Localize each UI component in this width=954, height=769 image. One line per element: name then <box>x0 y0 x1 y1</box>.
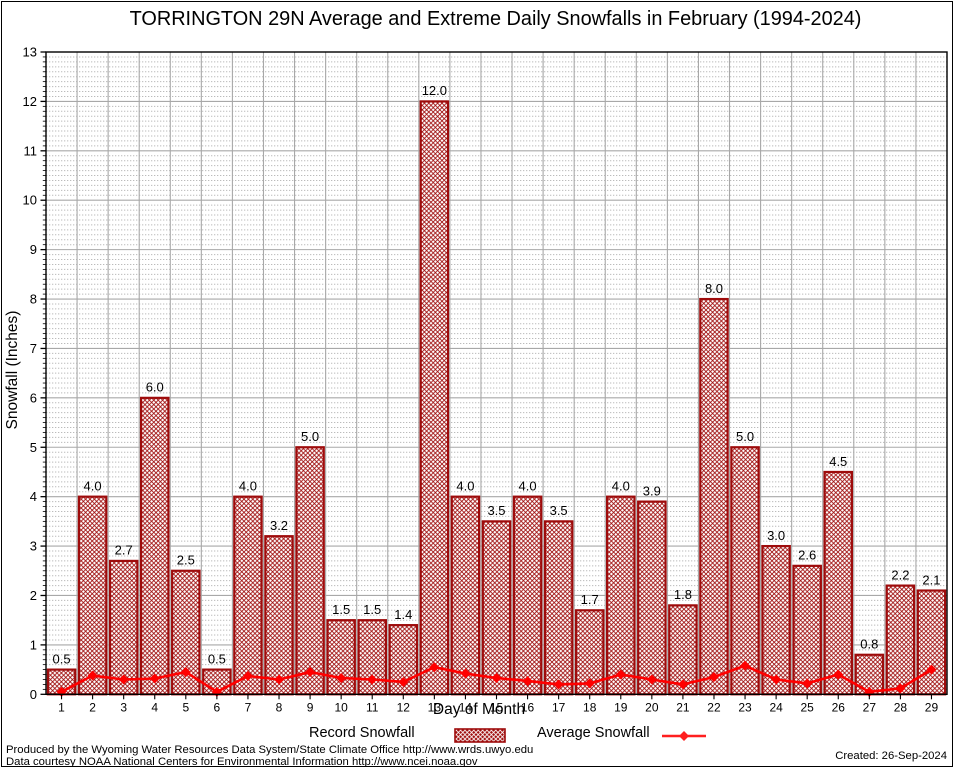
svg-text:4.0: 4.0 <box>519 478 537 493</box>
svg-text:11: 11 <box>24 143 38 158</box>
svg-text:8: 8 <box>30 292 37 307</box>
svg-text:6.0: 6.0 <box>146 380 164 395</box>
svg-text:1.4: 1.4 <box>394 607 412 622</box>
svg-text:0.5: 0.5 <box>52 651 70 666</box>
svg-text:5.0: 5.0 <box>301 429 319 444</box>
svg-text:1.5: 1.5 <box>363 602 381 617</box>
svg-text:1.5: 1.5 <box>332 602 350 617</box>
svg-text:12: 12 <box>23 94 37 109</box>
svg-text:4.0: 4.0 <box>456 478 474 493</box>
svg-text:4: 4 <box>30 489 37 504</box>
svg-text:5: 5 <box>30 440 37 455</box>
svg-text:9: 9 <box>30 242 37 257</box>
svg-text:2.1: 2.1 <box>922 572 940 587</box>
svg-text:0.8: 0.8 <box>860 637 878 652</box>
svg-text:3.2: 3.2 <box>270 518 288 533</box>
svg-text:2: 2 <box>30 588 37 603</box>
svg-text:2.6: 2.6 <box>798 548 816 563</box>
svg-text:0: 0 <box>30 687 37 702</box>
svg-text:0.5: 0.5 <box>208 651 226 666</box>
svg-text:10: 10 <box>23 193 37 208</box>
svg-text:12.0: 12.0 <box>422 83 447 98</box>
svg-text:3: 3 <box>30 539 37 554</box>
svg-text:3.9: 3.9 <box>643 483 661 498</box>
svg-text:3.5: 3.5 <box>487 503 505 518</box>
svg-text:1: 1 <box>30 637 37 652</box>
svg-text:8.0: 8.0 <box>705 281 723 296</box>
svg-text:3.0: 3.0 <box>767 528 785 543</box>
svg-text:3.5: 3.5 <box>550 503 568 518</box>
svg-text:4.0: 4.0 <box>612 478 630 493</box>
svg-text:2.2: 2.2 <box>891 567 909 582</box>
svg-text:1.7: 1.7 <box>581 592 599 607</box>
svg-text:4.5: 4.5 <box>829 454 847 469</box>
svg-text:6: 6 <box>30 390 37 405</box>
svg-text:2.5: 2.5 <box>177 553 195 568</box>
svg-text:4.0: 4.0 <box>239 478 257 493</box>
svg-text:7: 7 <box>30 341 37 356</box>
svg-text:4.0: 4.0 <box>84 478 102 493</box>
svg-text:13: 13 <box>23 45 37 60</box>
svg-text:1.8: 1.8 <box>674 587 692 602</box>
svg-text:2.7: 2.7 <box>115 543 133 558</box>
svg-text:5.0: 5.0 <box>736 429 754 444</box>
